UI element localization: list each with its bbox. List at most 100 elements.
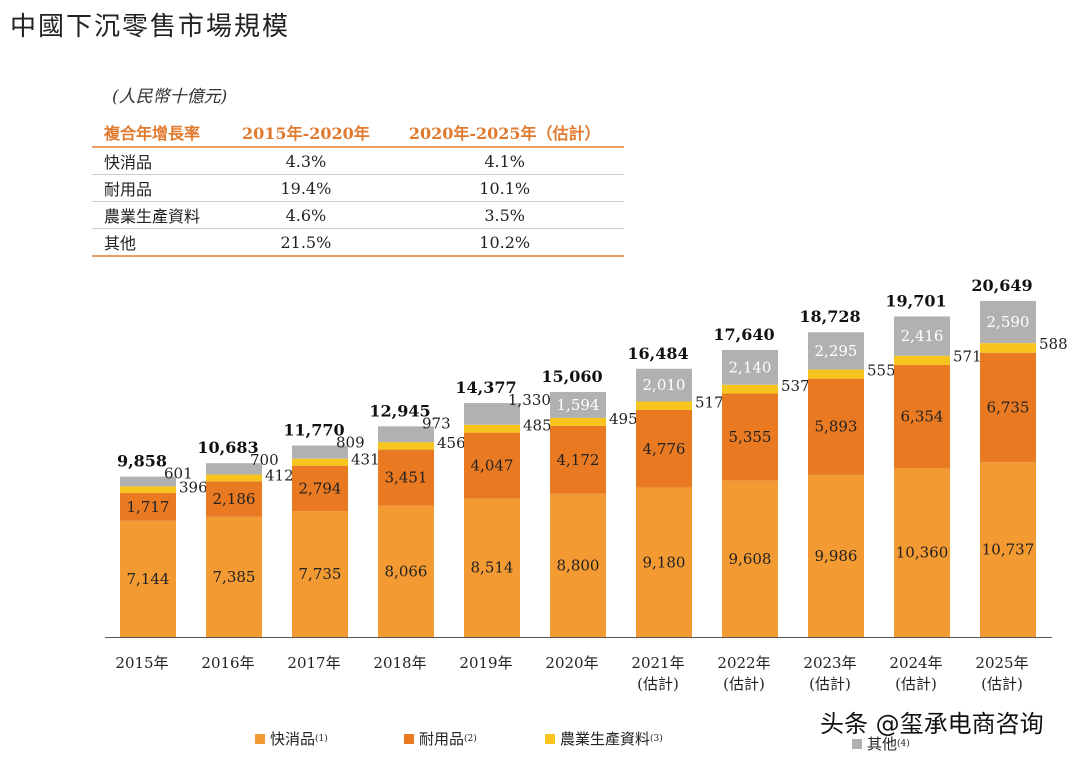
cell: 農業生產資料 (92, 201, 227, 229)
bar-segment (550, 425, 606, 494)
legend-label: 快消品 (270, 730, 316, 748)
cell: 4.6% (226, 201, 386, 229)
bar-segment (894, 365, 950, 469)
x-tick-label: 2020年 (545, 654, 598, 672)
bar-segment (808, 332, 864, 370)
footnote: (4) (897, 738, 910, 749)
legend-swatch (255, 733, 265, 744)
bar-segment (894, 468, 950, 637)
footnote: (3) (650, 733, 663, 744)
footnote: (2) (464, 733, 477, 744)
legend-swatch (545, 733, 555, 744)
cagr-table: 複合年增長率 2015年-2020年 2020年-2025年（估計） 快消品 4.3%… (92, 118, 624, 257)
table-row: 耐用品 19.4% 10.1% (92, 174, 624, 202)
cell: 耐用品 (92, 174, 227, 202)
legend-item: 快消品 (1) (255, 728, 328, 749)
data-label: 1,330 (508, 391, 551, 409)
data-label: 7,144 (127, 570, 170, 588)
x-tick-label: 2017年 (287, 654, 340, 672)
data-label: 2,794 (299, 479, 342, 497)
header-cell: 2015年-2020年 (226, 118, 386, 148)
total-label: 14,377 (455, 378, 516, 397)
data-label: 4,776 (643, 440, 686, 458)
data-label: 431 (351, 451, 380, 469)
legend-swatch (404, 733, 414, 744)
total-label: 16,484 (627, 344, 688, 363)
data-label: 7,385 (213, 568, 256, 586)
total-label: 17,640 (713, 325, 774, 344)
table-row: 農業生產資料 4.6% 3.5% (92, 201, 624, 229)
cell: 其他 (92, 228, 227, 257)
cell: 10.2% (385, 228, 624, 257)
x-tick-label: 2022年 (717, 654, 770, 672)
footnote: (1) (315, 733, 328, 744)
data-label: 9,608 (729, 550, 772, 568)
cell: 4.1% (385, 147, 624, 175)
data-label: 588 (1039, 335, 1068, 353)
header-cell: 2020年-2025年（估計） (385, 118, 624, 148)
data-label: 2,416 (901, 327, 944, 345)
bar-segment (550, 417, 606, 426)
bar-segment (464, 403, 520, 425)
total-label: 11,770 (283, 420, 344, 439)
total-label: 9,858 (117, 452, 167, 471)
data-label: 485 (523, 417, 552, 435)
x-tick-label: 2023年 (803, 654, 856, 672)
data-label: 809 (336, 433, 365, 451)
unit-label: (人民幣十億元) (112, 87, 228, 107)
legend-item: 其他 (4) (852, 733, 910, 754)
bar-segment (378, 426, 434, 443)
legend-label: 其他 (867, 735, 898, 753)
data-label: 456 (437, 434, 466, 452)
bar-segment (894, 355, 950, 366)
x-tick-label: 2021年 (631, 654, 684, 672)
bar-segment (550, 391, 606, 418)
bar-segment (808, 369, 864, 379)
data-label: 5,355 (729, 428, 772, 446)
bar-segment (292, 511, 348, 637)
table-row: 快消品 4.3% 4.1% (92, 147, 624, 175)
bar-segment (722, 480, 778, 637)
bar-segment (464, 424, 520, 433)
total-label: 15,060 (541, 367, 602, 386)
data-label: 4,047 (471, 457, 514, 475)
data-label: 517 (695, 393, 724, 411)
bar-segment (636, 368, 692, 402)
bar-segment (550, 493, 606, 637)
data-label: 2,010 (643, 376, 686, 394)
header-cell: 複合年增長率 (92, 118, 227, 148)
bar-segment (722, 393, 778, 481)
total-label: 10,683 (197, 438, 258, 457)
legend-item: 農業生產資料 (3) (545, 728, 663, 749)
bar-segment (636, 487, 692, 637)
data-label: 10,360 (896, 544, 949, 562)
bar-segment (464, 432, 520, 499)
bar-segment (894, 316, 950, 356)
bar-segment (378, 442, 434, 450)
total-label: 19,701 (885, 291, 946, 310)
data-label: 396 (179, 478, 208, 496)
bar-segment (980, 352, 1036, 463)
cell: 10.1% (385, 174, 624, 202)
cell: 快消品 (92, 147, 227, 175)
data-label: 8,514 (471, 559, 514, 577)
bar-segment (980, 300, 1036, 344)
data-label: 537 (781, 377, 810, 395)
data-label: 2,140 (729, 358, 772, 376)
data-label: 9,986 (815, 547, 858, 565)
data-label: 2,186 (213, 490, 256, 508)
cell: 19.4% (226, 174, 386, 202)
x-tick-label: (估計) (637, 675, 679, 693)
bar-segment (722, 349, 778, 385)
data-label: 7,735 (299, 565, 342, 583)
total-label: 12,945 (369, 401, 430, 420)
legend-label: 農業生產資料 (560, 730, 651, 748)
data-label: 555 (867, 362, 896, 380)
data-label: 1,717 (127, 498, 170, 516)
bar-segment (120, 486, 176, 493)
data-label: 2,295 (815, 342, 858, 360)
data-label: 571 (953, 348, 982, 366)
x-tick-label: (估計) (895, 675, 937, 693)
bar-segment (464, 498, 520, 637)
